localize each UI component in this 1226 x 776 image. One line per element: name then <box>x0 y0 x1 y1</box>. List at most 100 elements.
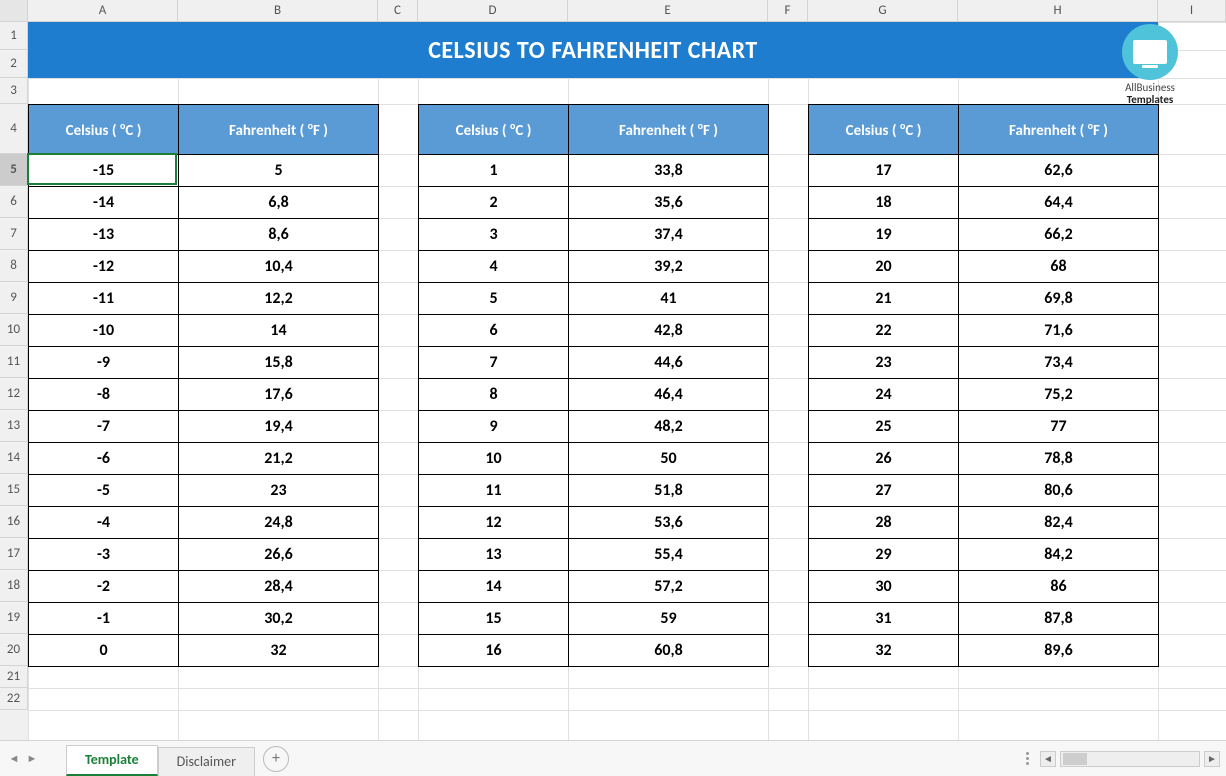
row-head-17[interactable]: 17 <box>0 538 28 570</box>
select-all-corner[interactable] <box>0 0 28 21</box>
cell-fahrenheit[interactable]: 69,8 <box>959 283 1159 315</box>
col-head-B[interactable]: B <box>178 0 378 21</box>
cell-fahrenheit[interactable]: 37,4 <box>569 219 769 251</box>
table-row[interactable]: 1660,8 <box>419 635 769 667</box>
table-row[interactable]: 032 <box>29 635 379 667</box>
cell-celsius[interactable]: 16 <box>419 635 569 667</box>
cell-celsius[interactable]: -14 <box>29 187 179 219</box>
cell-celsius[interactable]: 10 <box>419 443 569 475</box>
cell-fahrenheit[interactable]: 66,2 <box>959 219 1159 251</box>
table-row[interactable]: 2984,2 <box>809 539 1159 571</box>
table-row[interactable]: 2475,2 <box>809 379 1159 411</box>
table-row[interactable]: 3289,6 <box>809 635 1159 667</box>
row-head-11[interactable]: 11 <box>0 346 28 378</box>
cell-fahrenheit[interactable]: 62,6 <box>959 155 1159 187</box>
table-row[interactable]: 235,6 <box>419 187 769 219</box>
row-head-4[interactable]: 4 <box>0 104 28 154</box>
cell-fahrenheit[interactable]: 44,6 <box>569 347 769 379</box>
cell-fahrenheit[interactable]: 77 <box>959 411 1159 443</box>
row-head-5[interactable]: 5 <box>0 154 28 186</box>
cell-fahrenheit[interactable]: 24,8 <box>179 507 379 539</box>
table-row[interactable]: 2068 <box>809 251 1159 283</box>
new-sheet-button[interactable]: + <box>263 746 289 772</box>
cell-fahrenheit[interactable]: 75,2 <box>959 379 1159 411</box>
cell-fahrenheit[interactable]: 39,2 <box>569 251 769 283</box>
cell-celsius[interactable]: -1 <box>29 603 179 635</box>
cell-celsius[interactable]: -3 <box>29 539 179 571</box>
cell-fahrenheit[interactable]: 87,8 <box>959 603 1159 635</box>
row-head-13[interactable]: 13 <box>0 410 28 442</box>
cell-fahrenheit[interactable]: 12,2 <box>179 283 379 315</box>
table-row[interactable]: 1253,6 <box>419 507 769 539</box>
table-row[interactable]: 337,4 <box>419 219 769 251</box>
table-row[interactable]: 133,8 <box>419 155 769 187</box>
table-row[interactable]: -719,4 <box>29 411 379 443</box>
cell-fahrenheit[interactable]: 10,4 <box>179 251 379 283</box>
table-row[interactable]: 1457,2 <box>419 571 769 603</box>
cell-celsius[interactable]: 5 <box>419 283 569 315</box>
col-head-I[interactable]: I <box>1158 0 1226 21</box>
row-head-1[interactable]: 1 <box>0 22 28 50</box>
cell-celsius[interactable]: 13 <box>419 539 569 571</box>
table-row[interactable]: -228,4 <box>29 571 379 603</box>
col-head-F[interactable]: F <box>768 0 808 21</box>
col-head-E[interactable]: E <box>568 0 768 21</box>
cell-fahrenheit[interactable]: 84,2 <box>959 539 1159 571</box>
cell-celsius[interactable]: 18 <box>809 187 959 219</box>
table-row[interactable]: -326,6 <box>29 539 379 571</box>
table-row[interactable]: -817,6 <box>29 379 379 411</box>
table-row[interactable]: -523 <box>29 475 379 507</box>
cell-celsius[interactable]: 30 <box>809 571 959 603</box>
cell-fahrenheit[interactable]: 78,8 <box>959 443 1159 475</box>
cell-celsius[interactable]: 29 <box>809 539 959 571</box>
col-head-H[interactable]: H <box>958 0 1158 21</box>
cell-celsius[interactable]: -13 <box>29 219 179 251</box>
cell-celsius[interactable]: 0 <box>29 635 179 667</box>
cell-celsius[interactable]: -7 <box>29 411 179 443</box>
table-row[interactable]: 439,2 <box>419 251 769 283</box>
cell-fahrenheit[interactable]: 14 <box>179 315 379 347</box>
cell-celsius[interactable]: 31 <box>809 603 959 635</box>
row-head-10[interactable]: 10 <box>0 314 28 346</box>
cell-fahrenheit[interactable]: 32 <box>179 635 379 667</box>
cell-celsius[interactable]: -6 <box>29 443 179 475</box>
cell-celsius[interactable]: 8 <box>419 379 569 411</box>
table-row[interactable]: 541 <box>419 283 769 315</box>
table-row[interactable]: 1559 <box>419 603 769 635</box>
cell-fahrenheit[interactable]: 48,2 <box>569 411 769 443</box>
table-row[interactable]: 2882,4 <box>809 507 1159 539</box>
cell-celsius[interactable]: 14 <box>419 571 569 603</box>
sheet-tab-template[interactable]: Template <box>66 745 158 776</box>
table-row[interactable]: 1151,8 <box>419 475 769 507</box>
col-head-D[interactable]: D <box>418 0 568 21</box>
table-row[interactable]: 1050 <box>419 443 769 475</box>
cell-fahrenheit[interactable]: 19,4 <box>179 411 379 443</box>
table-row[interactable]: 948,2 <box>419 411 769 443</box>
tab-prev-icon[interactable]: ◄ <box>6 751 22 767</box>
cell-celsius[interactable]: 19 <box>809 219 959 251</box>
cell-fahrenheit[interactable]: 23 <box>179 475 379 507</box>
cell-fahrenheit[interactable]: 26,6 <box>179 539 379 571</box>
worksheet-cells[interactable]: CELSIUS TO FAHRENHEIT CHART AllBusinessT… <box>28 22 1226 740</box>
cell-celsius[interactable]: -8 <box>29 379 179 411</box>
cell-celsius[interactable]: 21 <box>809 283 959 315</box>
col-head-C[interactable]: C <box>378 0 418 21</box>
cell-fahrenheit[interactable]: 68 <box>959 251 1159 283</box>
row-head-20[interactable]: 20 <box>0 634 28 666</box>
cell-celsius[interactable]: 20 <box>809 251 959 283</box>
cell-celsius[interactable]: 7 <box>419 347 569 379</box>
cell-fahrenheit[interactable]: 86 <box>959 571 1159 603</box>
cell-fahrenheit[interactable]: 55,4 <box>569 539 769 571</box>
cell-celsius[interactable]: 12 <box>419 507 569 539</box>
cell-celsius[interactable]: 24 <box>809 379 959 411</box>
row-head-12[interactable]: 12 <box>0 378 28 410</box>
table-row[interactable]: 642,8 <box>419 315 769 347</box>
table-row[interactable]: 846,4 <box>419 379 769 411</box>
cell-fahrenheit[interactable]: 17,6 <box>179 379 379 411</box>
scroll-right-button[interactable]: ► <box>1204 751 1220 767</box>
table-row[interactable]: 2373,4 <box>809 347 1159 379</box>
cell-fahrenheit[interactable]: 51,8 <box>569 475 769 507</box>
cell-celsius[interactable]: 1 <box>419 155 569 187</box>
col-head-A[interactable]: A <box>28 0 178 21</box>
cell-fahrenheit[interactable]: 6,8 <box>179 187 379 219</box>
